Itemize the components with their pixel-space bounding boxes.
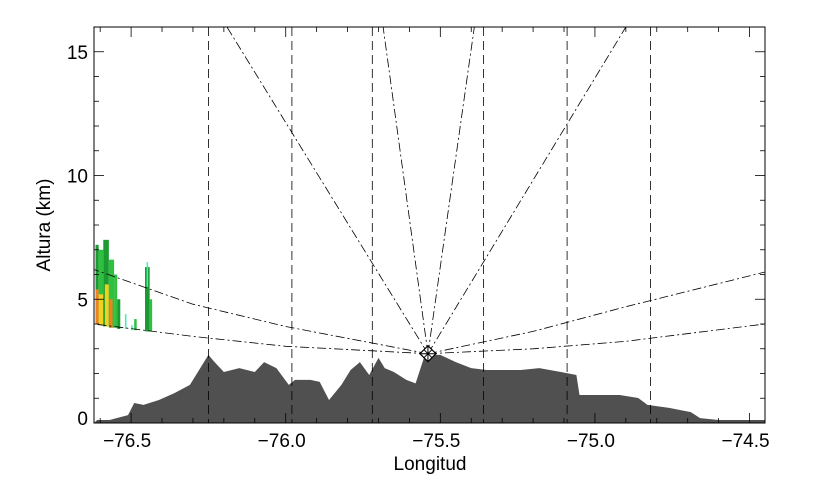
radar-echoes — [95, 239, 153, 332]
y-tick-label: 10 — [67, 167, 88, 188]
echo-cell — [98, 249, 104, 326]
elevation-ray — [382, 26, 429, 354]
y-tick-label: 15 — [67, 43, 88, 64]
beam-path — [93, 323, 429, 355]
echo-cell — [124, 314, 127, 329]
x-axis-label: Longitud — [394, 454, 467, 475]
elevation-ray — [427, 26, 627, 354]
echo-cell — [98, 294, 104, 326]
echo-cell — [146, 262, 149, 287]
y-tick-labels: 0 5 10 15 — [67, 43, 88, 430]
x-tick-label: −75.0 — [567, 431, 615, 452]
radar-location-marker — [419, 344, 437, 363]
echo-cell — [95, 244, 99, 324]
beam-path — [427, 323, 766, 355]
echo-cell — [108, 259, 115, 328]
terrain-area — [94, 354, 765, 423]
echo-cell — [149, 299, 153, 332]
echo-cell — [131, 325, 133, 331]
echo-cell — [103, 239, 109, 327]
y-tick-label: 0 — [77, 409, 88, 430]
scan-geometry-lines — [93, 26, 766, 423]
x-tick-label: −74.5 — [722, 431, 770, 452]
beam-path — [93, 269, 429, 355]
echo-cell — [109, 299, 113, 328]
elevation-ray — [226, 26, 429, 354]
y-axis-label: Altura (km) — [34, 179, 55, 272]
echo-cell — [95, 289, 99, 324]
x-tick-labels: −76.5 −76.0 −75.5 −75.0 −74.5 — [103, 431, 770, 452]
radar-cross-icon — [419, 345, 436, 362]
elevation-ray — [427, 26, 475, 354]
echo-cell — [104, 284, 109, 327]
echo-cell — [134, 319, 137, 331]
echo-cell — [114, 274, 118, 328]
beam-path — [427, 271, 766, 355]
y-tick-label: 5 — [77, 290, 88, 311]
x-tick-label: −76.0 — [258, 431, 306, 452]
echo-cell — [117, 299, 121, 329]
axis-ticks — [94, 26, 765, 424]
x-tick-label: −75.5 — [412, 431, 460, 452]
x-tick-label: −76.5 — [103, 431, 151, 452]
echo-cell — [145, 267, 150, 332]
